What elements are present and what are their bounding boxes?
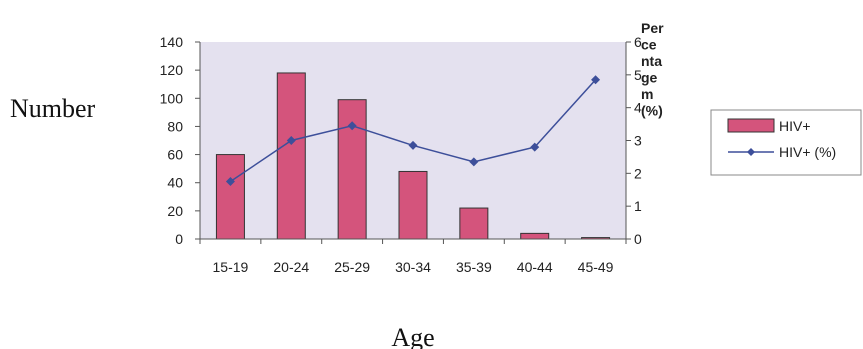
x-tick-label: 45-49	[578, 259, 614, 275]
bar-40-44	[520, 232, 550, 240]
line-point-40-44	[530, 142, 540, 152]
x-tick-label: 30-34	[395, 259, 431, 275]
y2-tick-label: 6	[634, 34, 642, 50]
line-point-45-49	[591, 75, 601, 85]
line-point-30-34	[408, 140, 418, 150]
y2-tick-label: 3	[634, 133, 642, 149]
bar-35-39	[459, 207, 489, 240]
legend-bar-label: HIV+	[779, 118, 811, 134]
y-tick-label: 0	[175, 231, 183, 247]
y-tick-label: 40	[167, 175, 183, 191]
legend-bar-swatch	[727, 118, 775, 133]
line-point-15-19	[225, 177, 235, 187]
line-point-20-24	[286, 136, 296, 145]
y-tick-label: 80	[167, 118, 183, 134]
x-tick-label: 35-39	[456, 259, 492, 275]
y-tick-label: 20	[167, 203, 183, 219]
y-axis-title: Number	[10, 94, 96, 123]
y2-axis-title-line: nta	[641, 53, 662, 69]
y2-axis-title-line: m	[641, 86, 653, 102]
bar-15-19	[215, 154, 245, 240]
bar-25-29	[337, 99, 367, 240]
y2-tick-label: 1	[634, 198, 642, 214]
x-tick-label: 25-29	[334, 259, 370, 275]
legend-line-label: HIV+ (%)	[779, 144, 836, 160]
x-axis-title: Age	[391, 323, 434, 349]
y2-axis-title-line: Per	[641, 20, 664, 36]
y-tick-label: 100	[160, 90, 184, 106]
bar-30-34	[398, 170, 428, 240]
y2-tick-label: 4	[634, 100, 642, 116]
y-tick-label: 140	[160, 34, 184, 50]
legend: HIV+ HIV+ (%)	[710, 109, 862, 176]
y2-tick-label: 2	[634, 165, 642, 181]
line-point-25-29	[347, 121, 357, 131]
y2-tick-label: 5	[634, 67, 642, 83]
y2-axis-title-line: ge	[641, 70, 658, 86]
y-tick-label: 120	[160, 62, 184, 78]
y2-axis-title-line: (%)	[641, 103, 663, 119]
x-tick-label: 20-24	[273, 259, 309, 275]
x-tick-label: 15-19	[213, 259, 249, 275]
legend-line-marker	[747, 148, 755, 156]
bar-20-24	[276, 72, 306, 240]
y2-tick-label: 0	[634, 231, 642, 247]
x-tick-label: 40-44	[517, 259, 553, 275]
y2-axis-title-line: ce	[641, 37, 657, 53]
y-tick-label: 60	[167, 147, 183, 163]
line-point-35-39	[469, 157, 479, 167]
